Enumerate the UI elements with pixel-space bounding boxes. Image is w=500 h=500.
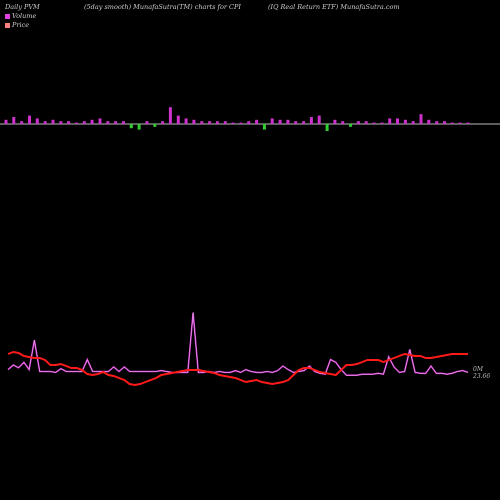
volume-bar [333,119,337,124]
volume-bar [458,122,462,124]
volume-bar [176,115,180,124]
volume-bar [294,121,298,124]
volume-bar [75,122,78,124]
volume-bar [372,122,376,124]
volume-bar [270,118,274,124]
volume-bar [255,119,259,124]
volume-bar [356,121,360,124]
volume-bar [90,119,94,124]
volume-bar [435,121,439,124]
volume-bar [59,121,63,124]
volume-bar [215,121,219,124]
volume-bar [161,121,165,124]
volume-bar [278,119,282,124]
volume-bar [43,121,47,124]
volume-bar [200,121,204,124]
volume-bar [302,121,306,124]
volume-bar [380,122,384,124]
legend-price-swatch [5,22,10,28]
volume-bar [231,122,235,124]
volume-bar [82,121,86,124]
volume-line [7,312,469,377]
volume-bar [309,117,313,124]
volume-bar [67,121,71,124]
volume-bar [388,118,392,124]
volume-bar [51,119,55,124]
volume-bar [349,124,352,127]
volume-bar [262,124,266,130]
volume-bar [341,121,345,124]
volume-bar [247,121,251,124]
volume-bar [411,121,415,124]
volume-bar [145,121,149,124]
volume-bar [168,107,172,124]
volume-line-highlight [7,312,469,376]
volume-bar [325,124,329,131]
volume-bar [184,118,188,124]
legend-price-label: Price [12,21,30,29]
volume-bar [35,118,39,124]
volume-bar [450,122,454,124]
volume-value-label: 0M [473,366,484,373]
volume-bar [419,114,423,124]
volume-bar [427,119,431,124]
volume-bar [98,118,102,124]
legend-volume: Volume [5,12,36,20]
volume-bar [443,121,446,124]
volume-bar [403,119,407,124]
volume-bar [137,124,141,130]
volume-bar [317,115,321,124]
volume-bar [28,115,31,124]
volume-bar [4,119,8,124]
price-line [7,350,468,387]
volume-bar [12,117,16,124]
volume-bar [223,121,227,124]
price-value-label: 23.66 [472,373,490,380]
volume-bar [364,121,368,124]
legend-price: Price [5,21,29,29]
chart-title-center: (5day smooth) MunafaSutra(TM) charts for… [84,3,241,11]
chart-title-left: Daily PVM [5,3,40,11]
volume-bar [192,119,196,124]
legend-volume-label: Volume [12,12,37,20]
legend-volume-swatch [5,13,10,19]
chart-title-right: (IQ Real Return ETF) MunafaSutra.com [268,3,400,11]
volume-bar [239,122,243,124]
volume-bar [122,121,125,124]
volume-bar [208,121,212,124]
volume-bar [396,118,399,124]
volume-bar [129,124,133,129]
volume-bar [106,121,110,124]
volume-bar [153,124,157,127]
volume-bar [20,121,24,124]
volume-bar [114,121,118,124]
volume-bar [286,119,290,124]
volume-bar [466,122,470,124]
